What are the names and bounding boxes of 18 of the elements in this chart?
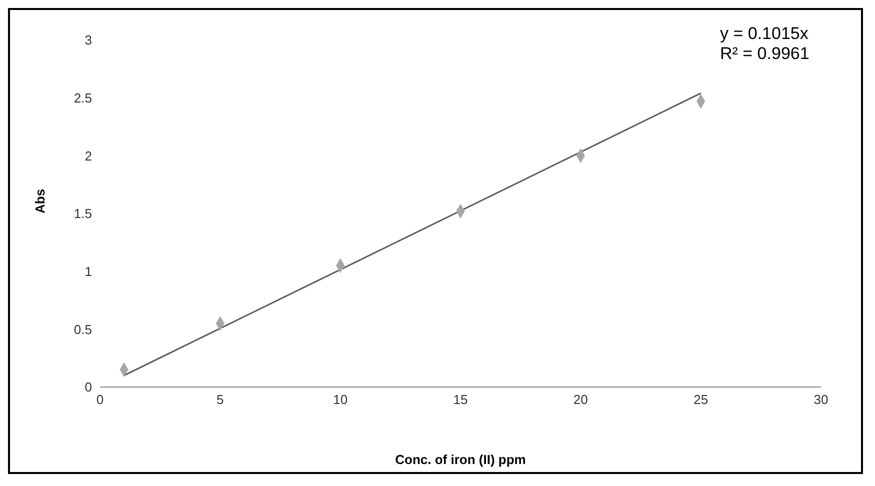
x-tick-label: 10 <box>333 392 348 408</box>
x-tick-label: 30 <box>814 392 828 408</box>
annotation: y = 0.1015x <box>720 24 810 44</box>
x-tick-label: 25 <box>694 392 708 408</box>
x-tick-label: 20 <box>573 392 588 408</box>
y-tick-label: 2.5 <box>74 90 92 106</box>
x-tick-label: 0 <box>96 392 104 408</box>
y-tick-label: 1.5 <box>74 206 92 222</box>
x-tick-label: 5 <box>216 392 224 408</box>
y-tick-label: 0.5 <box>74 322 92 337</box>
y-axis-title: Abs <box>32 188 48 214</box>
annotation: R² = 0.9961 <box>720 44 810 64</box>
y-tick-label: 0 <box>84 380 92 395</box>
y-tick-label: 3 <box>84 32 92 48</box>
x-tick-label: 15 <box>453 392 468 408</box>
y-tick-label: 2 <box>84 148 92 164</box>
y-tick-label: 1 <box>84 264 92 279</box>
x-axis-title: Conc. of iron (II) ppm <box>395 452 526 467</box>
